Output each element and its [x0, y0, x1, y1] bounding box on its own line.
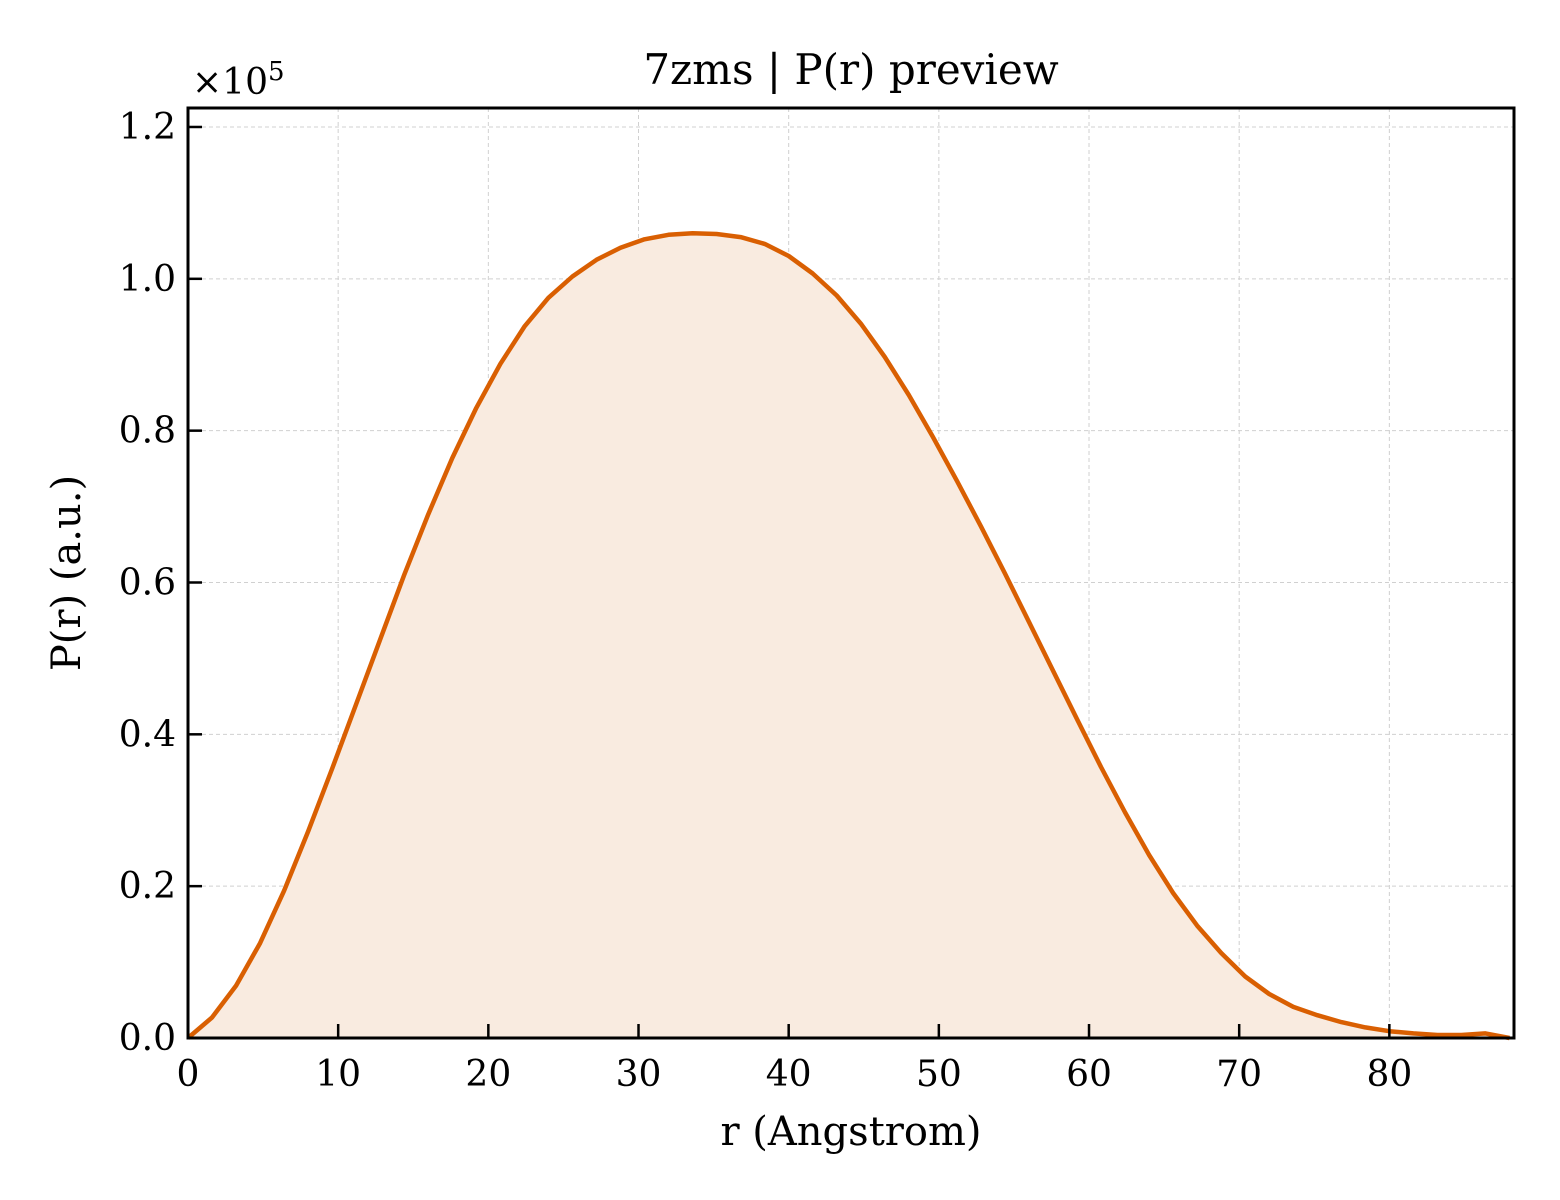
chart-title: 7zms | P(r) preview [643, 45, 1058, 94]
y-tick-label: 0.8 [119, 411, 176, 452]
x-tick-label: 40 [766, 1054, 812, 1095]
y-tick-label: 0.6 [119, 562, 176, 603]
y-tick-label: 0.0 [119, 1018, 176, 1059]
plot-frame [186, 106, 1516, 1040]
y-multiplier-exponent: 5 [268, 57, 285, 87]
x-tick-label: 80 [1366, 1054, 1412, 1095]
x-tick-label: 30 [616, 1054, 662, 1095]
y-multiplier-base: ×10 [192, 62, 268, 103]
x-tick-label: 70 [1216, 1054, 1262, 1095]
area-fill [188, 233, 1510, 1039]
x-tick-label: 10 [315, 1054, 361, 1095]
y-tick-label: 0.2 [119, 866, 176, 907]
x-tick-label: 20 [465, 1054, 511, 1095]
series-line [186, 231, 1510, 1041]
y-tick-label: 1.0 [119, 259, 176, 300]
y-axis-label: P(r) (a.u.) [44, 475, 90, 671]
x-axis-label: r (Angstrom) [720, 1109, 981, 1155]
x-tick-label: 50 [916, 1054, 962, 1095]
ticks: 0 10 20 30 40 50 60 70 80 0.0 0.2 0.4 0.6 0.8 1.0 1.2 [119, 107, 1413, 1095]
x-tick-label: 0 [177, 1054, 200, 1095]
y-tick-label: 0.4 [119, 714, 176, 755]
x-tick-label: 60 [1066, 1054, 1112, 1095]
y-tick-label: 1.2 [119, 107, 176, 148]
y-multiplier: ×105 [192, 57, 285, 103]
